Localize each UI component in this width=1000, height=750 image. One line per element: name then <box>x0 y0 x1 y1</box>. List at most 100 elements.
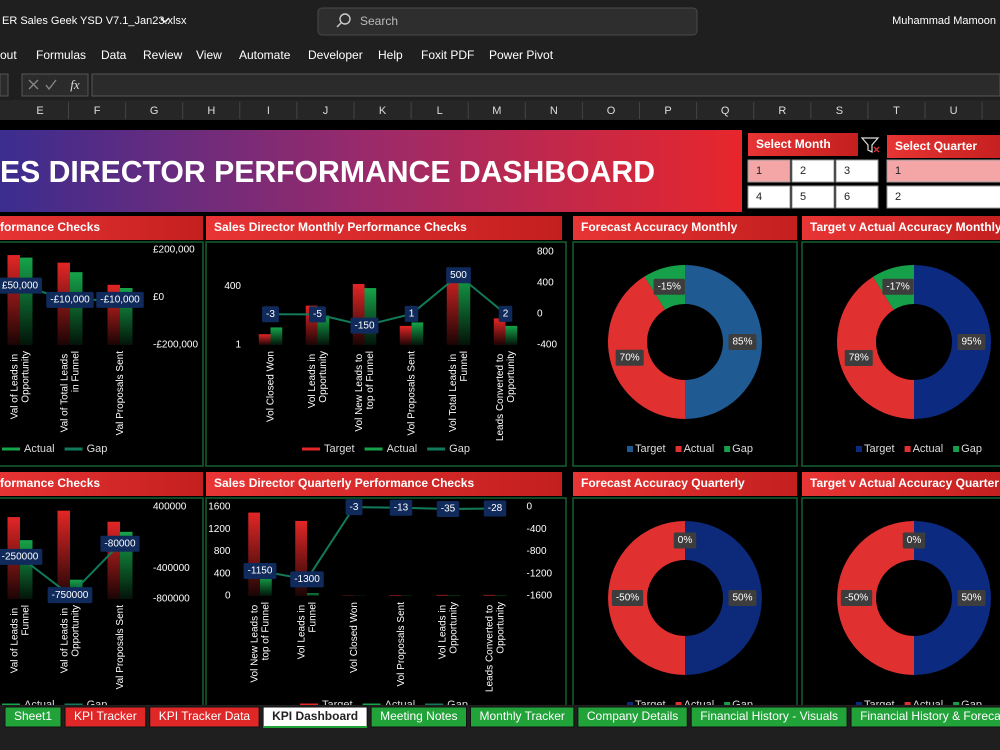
menu-item[interactable]: Help <box>378 48 403 62</box>
menu-item[interactable]: Formulas <box>36 48 86 62</box>
category-label: Vol Total Leads in Funnel <box>448 351 470 432</box>
menu-item[interactable]: Developer <box>308 48 363 62</box>
cancel-icon[interactable] <box>28 79 39 90</box>
search-box[interactable] <box>317 7 698 36</box>
donut-label-box <box>615 349 644 366</box>
data-label-box <box>290 571 324 588</box>
banner <box>0 130 742 212</box>
clear-filter-icon[interactable] <box>860 137 880 153</box>
donut-label-box <box>673 532 697 549</box>
chart-title: Forecast Accuracy Quarterly <box>581 476 745 490</box>
donut-label: 50% <box>957 590 986 606</box>
file-name[interactable]: ER Sales Geek YSD V7.1_Jan23.xlsx <box>2 15 187 27</box>
donut-slice <box>608 521 685 675</box>
sheet-tab[interactable] <box>577 706 688 728</box>
bar <box>307 593 319 596</box>
sheet-tab-label[interactable]: Monthly Tracker <box>480 709 565 723</box>
slicer-item[interactable]: 1 <box>756 165 762 177</box>
bar <box>493 318 506 345</box>
slicer-item[interactable]: 6 <box>844 191 850 203</box>
slicer-button[interactable] <box>747 185 791 209</box>
sheet-tab-label[interactable]: Financial History - Visuals <box>700 709 838 723</box>
category-label: Leads Converted to Opportunity <box>495 351 517 441</box>
menu-item[interactable]: Power Pivot <box>489 48 554 62</box>
donut-label: 0% <box>673 532 697 549</box>
slicer-item[interactable]: 2 <box>800 165 806 177</box>
slicer-item[interactable]: 4 <box>756 191 762 203</box>
category-label: Vol Leads in Funnel <box>296 602 318 659</box>
menu-item[interactable]: Data <box>101 48 127 62</box>
donut-slice <box>837 521 914 675</box>
axis-tick-label: 400000 <box>153 502 187 513</box>
bar <box>505 325 518 345</box>
sheet-tab-label[interactable]: Sheet1 <box>14 709 52 723</box>
axis-tick-label: -1600 <box>527 591 553 602</box>
chart-header <box>802 216 1000 240</box>
donut-slice <box>685 521 762 675</box>
data-label-box <box>47 587 93 604</box>
legend-swatch <box>904 446 911 452</box>
slicer-button[interactable] <box>835 185 879 209</box>
column-header: Q <box>721 105 730 117</box>
menu-item[interactable]: out <box>0 48 17 62</box>
slicer-button[interactable] <box>747 159 791 183</box>
sheet-tab-label[interactable]: Company Details <box>587 709 678 723</box>
sheet-tab-label[interactable]: Meeting Notes <box>380 709 457 723</box>
donut-label-box <box>957 590 986 606</box>
slicer-item[interactable]: 2 <box>895 191 901 203</box>
column-header: M <box>492 105 501 117</box>
data-label: -150 <box>350 317 379 334</box>
slicer-button[interactable] <box>886 159 1000 183</box>
slicer-header <box>748 133 858 156</box>
menu-item[interactable]: Automate <box>239 48 291 62</box>
file-menu-chevron[interactable] <box>160 17 170 23</box>
sheet-tab-label[interactable]: KPI Tracker <box>74 709 137 723</box>
formula-input[interactable] <box>91 73 1000 97</box>
sheet-tab[interactable] <box>149 706 260 728</box>
axis-tick-label: 400 <box>537 278 554 289</box>
column-header: R <box>778 105 786 117</box>
slicer-item[interactable]: 3 <box>844 165 850 177</box>
menu-item[interactable]: Foxit PDF <box>421 48 474 62</box>
sheet-tab-label[interactable]: KPI Dashboard <box>272 709 358 723</box>
bar <box>436 594 448 596</box>
name-box[interactable] <box>0 73 9 97</box>
data-label: -28 <box>483 500 507 517</box>
slicer-title: Select Month <box>756 137 831 151</box>
chart-header <box>0 472 203 496</box>
donut-label: 95% <box>957 334 986 350</box>
bar <box>295 520 307 596</box>
slicer-button[interactable] <box>835 159 879 183</box>
column-header: T <box>893 105 900 117</box>
slicer-item[interactable]: 5 <box>800 191 806 203</box>
donut-label-text: 50% <box>732 593 752 604</box>
data-label-box <box>498 305 513 322</box>
slicer-button[interactable] <box>791 185 835 209</box>
function-icon[interactable]: fx <box>70 77 80 92</box>
chart-title: formance Checks <box>0 476 100 490</box>
sheet-tab[interactable] <box>470 706 575 728</box>
data-label-text: -35 <box>441 504 456 515</box>
sheet-tab[interactable] <box>370 706 467 728</box>
sheet-tab[interactable] <box>4 706 62 728</box>
donut-slice <box>914 265 991 419</box>
enter-icon[interactable] <box>45 79 57 91</box>
sheet-tab-label[interactable]: Financial History & Forecast <box>860 709 1000 723</box>
chart-title: Sales Director Quarterly Performance Che… <box>214 476 474 490</box>
slicer-item[interactable]: 1 <box>895 165 901 177</box>
data-label-text: -£10,000 <box>50 295 90 306</box>
sheet-tab[interactable] <box>64 706 147 728</box>
sheet-tab-label[interactable]: KPI Tracker Data <box>159 709 251 723</box>
sheet-tab[interactable] <box>690 706 848 728</box>
menu-item[interactable]: Review <box>143 48 183 62</box>
bar <box>20 257 33 345</box>
column-header: L <box>437 105 443 117</box>
slicer-button[interactable] <box>886 185 1000 209</box>
slicer-button[interactable] <box>791 159 835 183</box>
user-name[interactable]: Muhammad Mamoon <box>892 15 996 27</box>
category-label: Val of Total Leads in Funnel <box>59 351 81 432</box>
data-label-box <box>389 499 413 516</box>
menu-item[interactable]: View <box>196 48 222 62</box>
sheet-tab[interactable] <box>850 706 1000 728</box>
column-header: U <box>950 105 958 117</box>
